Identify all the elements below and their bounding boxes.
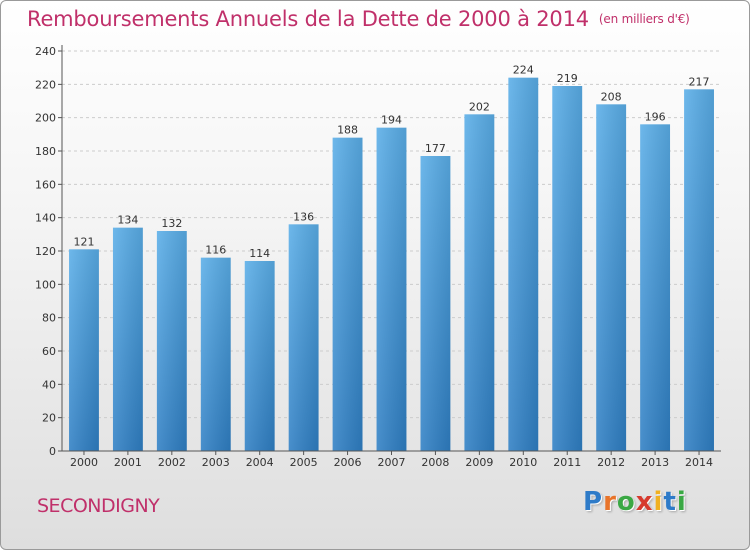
proxiti-logo[interactable]: Proxiti xyxy=(583,487,687,517)
bar-value-label: 217 xyxy=(689,75,710,88)
bar-value-label: 208 xyxy=(601,90,622,103)
y-tick-label: 180 xyxy=(35,145,56,158)
bar-value-label: 134 xyxy=(117,214,138,227)
x-tick-label: 2006 xyxy=(334,456,362,469)
bar-shade xyxy=(640,124,671,451)
x-tick-label: 2012 xyxy=(597,456,625,469)
y-tick-label: 40 xyxy=(42,378,56,391)
bar-value-label: 188 xyxy=(337,124,358,137)
x-tick-label: 2014 xyxy=(685,456,713,469)
bars: 121 134 132 116 114 136 188 194 177 202 224 219 208 1… xyxy=(69,64,714,452)
bar-shade xyxy=(332,137,363,451)
bar-shade xyxy=(596,104,627,451)
x-tick-label: 2002 xyxy=(158,456,186,469)
bar-shade xyxy=(244,261,275,451)
town-name: SECONDIGNY xyxy=(37,495,160,517)
y-tick-label: 240 xyxy=(35,45,56,58)
logo-letter: o xyxy=(616,487,636,517)
y-tick-label: 0 xyxy=(49,445,56,458)
bar-value-label: 121 xyxy=(73,235,94,248)
logo-letter: i xyxy=(676,487,687,517)
x-axis: 2000 2001 2002 2003 2004 2005 2006 2007 2008 2009… xyxy=(62,450,721,469)
bar-value-label: 177 xyxy=(425,142,446,155)
x-tick-label: 2003 xyxy=(202,456,230,469)
bar-value-label: 219 xyxy=(557,72,578,85)
bar-value-label: 136 xyxy=(293,210,314,223)
bar-shade xyxy=(552,86,583,451)
bar-value-label: 194 xyxy=(381,114,402,127)
bar-shade xyxy=(376,127,407,452)
logo-letter: r xyxy=(603,487,617,517)
x-tick-label: 2000 xyxy=(70,456,98,469)
x-tick-label: 2004 xyxy=(246,456,274,469)
y-tick-label: 200 xyxy=(35,112,56,125)
x-tick-label: 2007 xyxy=(378,456,406,469)
logo-letter: P xyxy=(583,487,604,517)
bar-value-label: 196 xyxy=(645,110,666,123)
bar-value-label: 116 xyxy=(205,244,226,257)
bar-shade xyxy=(156,231,187,451)
x-tick-label: 2009 xyxy=(465,456,493,469)
y-tick-label: 100 xyxy=(35,278,56,291)
y-tick-label: 160 xyxy=(35,178,56,191)
x-tick-label: 2001 xyxy=(114,456,142,469)
y-tick-label: 60 xyxy=(42,345,56,358)
y-tick-label: 20 xyxy=(42,412,56,425)
bar-shade xyxy=(420,156,451,451)
logo-letter: i xyxy=(653,487,664,517)
x-tick-label: 2005 xyxy=(290,456,318,469)
bar-shade xyxy=(69,249,99,451)
chart-title: Remboursements Annuels de la Dette de 20… xyxy=(27,7,690,31)
bar-value-label: 224 xyxy=(513,64,534,77)
x-tick-label: 2008 xyxy=(421,456,449,469)
y-tick-label: 140 xyxy=(35,212,56,225)
bar-value-label: 132 xyxy=(161,217,182,230)
x-tick-label: 2010 xyxy=(509,456,537,469)
y-axis: 0 20 40 60 80 100 120 140 160 180 200 220 240 xyxy=(35,45,63,458)
y-tick-label: 120 xyxy=(35,245,56,258)
unit-note: (en milliers d'€) xyxy=(598,12,690,26)
bar-shade xyxy=(288,224,319,451)
logo-letter: t xyxy=(663,487,677,517)
y-tick-label: 220 xyxy=(35,78,56,91)
bar-shade xyxy=(508,77,539,452)
logo-letter: x xyxy=(635,487,654,517)
bar-value-label: 202 xyxy=(469,100,490,113)
bar-value-label: 114 xyxy=(249,247,270,260)
bar-shade xyxy=(200,257,231,451)
bar-shade xyxy=(112,227,143,451)
chart-title-text: Remboursements Annuels de la Dette de 20… xyxy=(27,7,589,31)
bar-shade xyxy=(684,89,714,451)
bar-shade xyxy=(464,114,495,451)
y-tick-label: 80 xyxy=(42,312,56,325)
x-tick-label: 2011 xyxy=(553,456,581,469)
x-tick-label: 2013 xyxy=(641,456,669,469)
